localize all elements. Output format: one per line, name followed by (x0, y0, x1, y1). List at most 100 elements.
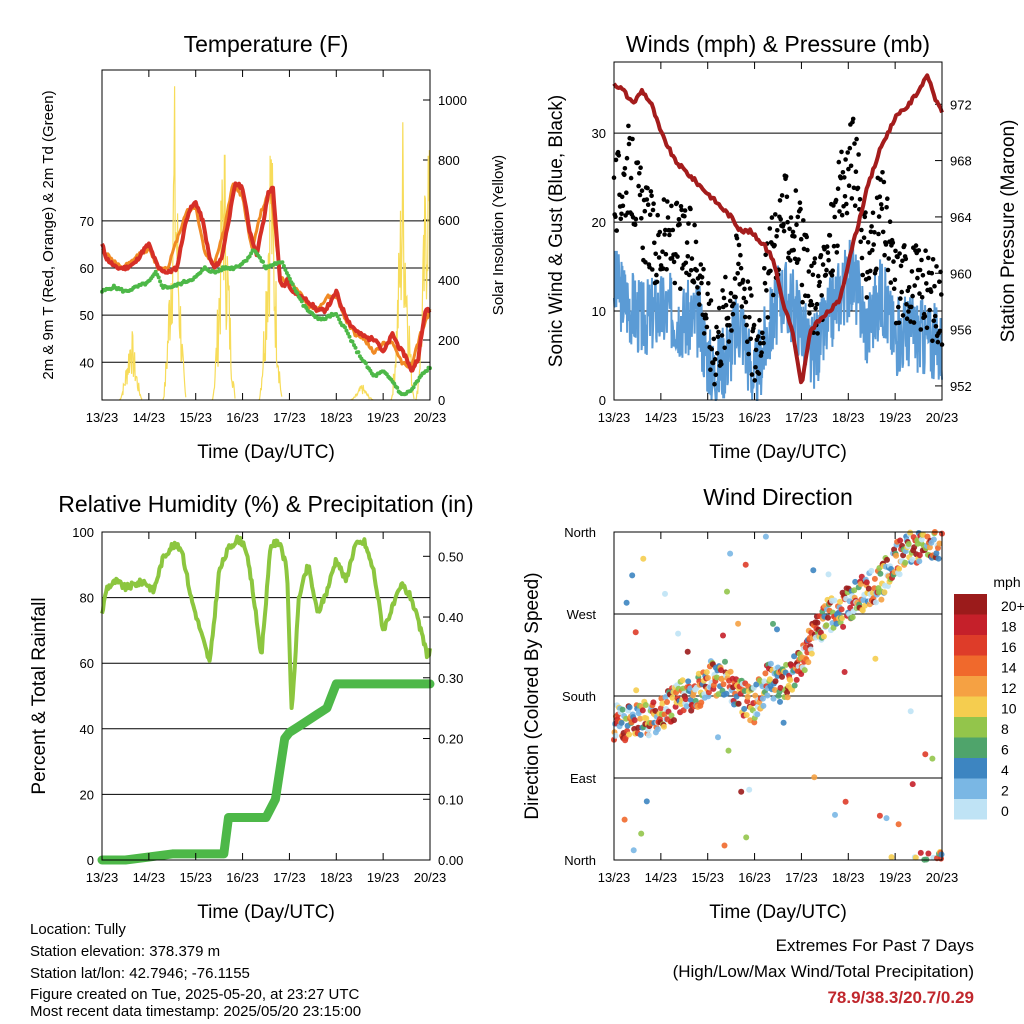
direction-point (802, 644, 809, 651)
y2-tick-label: 0.20 (438, 732, 463, 747)
y2-tick-label: 952 (950, 379, 972, 394)
gust-point (809, 302, 815, 308)
gust-point (711, 336, 717, 342)
direction-point (687, 685, 694, 692)
y-axis-label: Direction (Colored By Speed) (522, 572, 543, 819)
gust-point (808, 298, 814, 304)
gust-point (846, 183, 852, 188)
direction-point (868, 567, 875, 574)
gust-point (834, 250, 840, 255)
colorbar-label: 0 (1001, 803, 1009, 819)
gust-point (760, 335, 766, 341)
gust-point (792, 234, 797, 239)
gust-point (865, 240, 871, 245)
gust-point (835, 243, 840, 249)
gust-point (777, 198, 783, 203)
direction-point (753, 681, 760, 688)
direction-point (895, 821, 902, 828)
gust-point (884, 205, 889, 210)
direction-point (760, 702, 767, 709)
gust-point (748, 336, 753, 342)
direction-point (720, 632, 726, 639)
gust-point (725, 315, 731, 321)
direction-point (787, 677, 794, 684)
dewpoint-point (247, 254, 252, 259)
gust-point (790, 229, 796, 235)
gust-point (781, 228, 787, 234)
y2-tick-label: 0.40 (438, 610, 463, 625)
y-tick-label: South (562, 689, 596, 704)
direction-point (878, 596, 885, 603)
gust-point (745, 339, 750, 345)
direction-point (849, 614, 856, 621)
direction-point (909, 556, 916, 563)
gust-point (712, 381, 717, 387)
gust-point (909, 269, 915, 274)
gust-point (638, 165, 643, 170)
gust-point (902, 243, 907, 248)
direction-point (876, 812, 883, 819)
gust-point (768, 268, 773, 274)
direction-point (918, 536, 925, 543)
gust-point (677, 222, 682, 227)
solar-peak (390, 122, 415, 400)
colorbar-label: 10 (1001, 701, 1017, 717)
gust-point (795, 214, 801, 220)
gust-point (796, 257, 801, 262)
gust-point (624, 190, 629, 195)
station-pressure-line (612, 73, 944, 385)
gust-series (611, 116, 945, 387)
gust-point (735, 271, 740, 276)
direction-point (840, 623, 847, 630)
gust-point (726, 339, 732, 344)
gust-point (762, 266, 767, 271)
solar-peak (118, 331, 143, 400)
x-tick-label: 18/23 (832, 410, 865, 425)
direction-point (929, 755, 936, 762)
gust-point (798, 206, 803, 212)
direction-point (801, 667, 808, 674)
direction-point (783, 661, 790, 668)
gust-point (784, 194, 790, 200)
y-tick-label: 0 (599, 393, 606, 408)
gust-point (650, 207, 656, 213)
gust-point (931, 318, 937, 324)
direction-point (727, 550, 734, 557)
gust-point (926, 255, 931, 261)
gust-point (651, 201, 656, 206)
sonic-wind-line (613, 239, 943, 401)
gust-point (775, 228, 780, 233)
gust-point (770, 292, 776, 298)
y-tick-label: 60 (80, 656, 94, 671)
gust-point (863, 210, 868, 215)
direction-point (718, 667, 724, 674)
direction-point (791, 653, 798, 660)
x-tick-label: 18/23 (832, 870, 865, 885)
dewpoint-point (287, 276, 292, 281)
dewpoint-point (261, 259, 265, 264)
gust-point (696, 291, 701, 296)
direction-point (725, 747, 732, 754)
gust-point (807, 311, 812, 316)
gust-point (858, 239, 863, 245)
y2-tick-label: 600 (438, 213, 460, 228)
gust-point (900, 313, 906, 318)
gust-point (806, 269, 812, 274)
gust-point (640, 245, 645, 251)
dewpoint-point (283, 267, 288, 272)
gust-point (793, 188, 799, 193)
dewpoint-point (425, 368, 429, 373)
gust-point (693, 239, 699, 245)
direction-point (754, 711, 761, 718)
gust-point (752, 378, 758, 383)
gust-point (842, 175, 847, 180)
gust-point (695, 285, 700, 290)
x-tick-label: 18/23 (320, 870, 353, 885)
direction-point (805, 659, 812, 666)
x-tick-label: 13/23 (598, 870, 631, 885)
gust-point (817, 279, 822, 285)
gust-point (751, 322, 757, 328)
direction-point (632, 629, 639, 636)
gust-point (626, 141, 632, 147)
y2-axis-label: Station Pressure (Maroon) (998, 120, 1019, 343)
